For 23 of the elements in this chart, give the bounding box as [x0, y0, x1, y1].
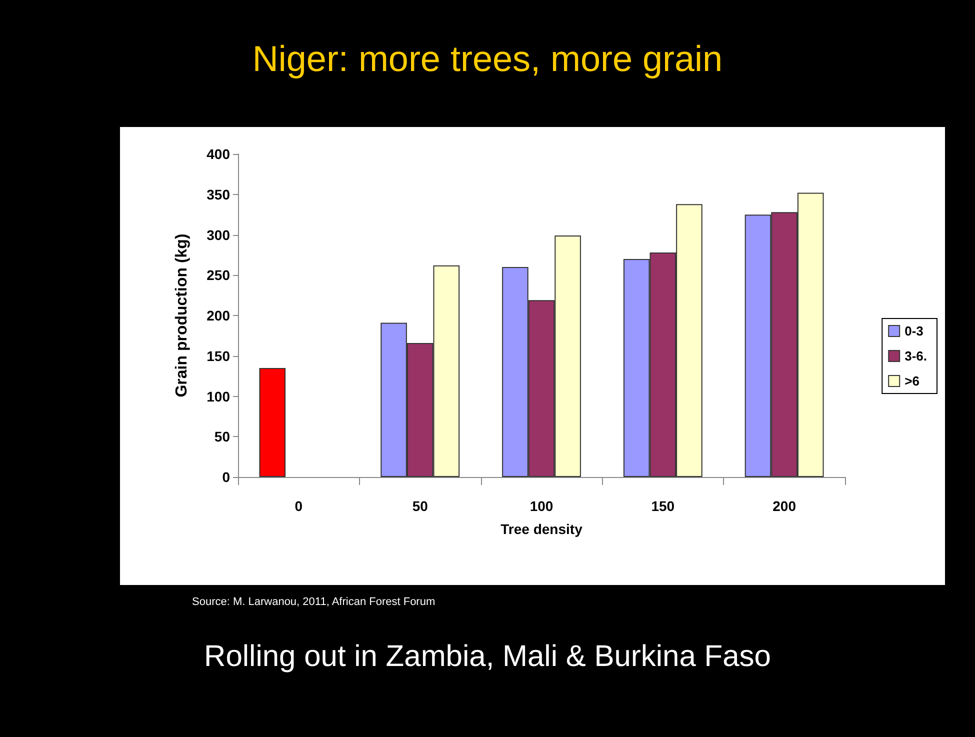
x-tick-label: 200: [772, 498, 796, 514]
y-tick-label: 150: [206, 348, 230, 364]
y-tick-label: 100: [206, 388, 230, 404]
x-axis-title: Tree density: [500, 521, 583, 537]
source-note: Source: M. Larwanou, 2011, African Forest Forum: [192, 596, 436, 608]
y-tick-label: 50: [214, 428, 230, 445]
y-tick-label: 350: [206, 186, 230, 202]
y-tick-label: 400: [206, 146, 230, 162]
y-tick-label: 0: [222, 469, 230, 485]
chart-title: Niger: more trees, more grain: [251, 38, 724, 80]
y-tick-label: 200: [206, 308, 230, 324]
legend-label: 0-3: [904, 324, 924, 338]
y-axis-title: Grain production (kg): [174, 234, 190, 398]
legend-label: 3-6.: [904, 348, 928, 364]
y-tick-label: 250: [206, 267, 230, 284]
legend-label: >6: [904, 374, 920, 388]
y-tick-label: 300: [206, 226, 230, 243]
x-tick-label: 0: [294, 498, 303, 514]
x-tick-label: 150: [651, 498, 675, 514]
text: Rolling out in Zambia, Mali & Burkina Faso: [203, 640, 772, 674]
bar: [259, 368, 286, 477]
x-tick-label: 50: [412, 498, 428, 514]
x-tick-label: 100: [530, 498, 554, 514]
